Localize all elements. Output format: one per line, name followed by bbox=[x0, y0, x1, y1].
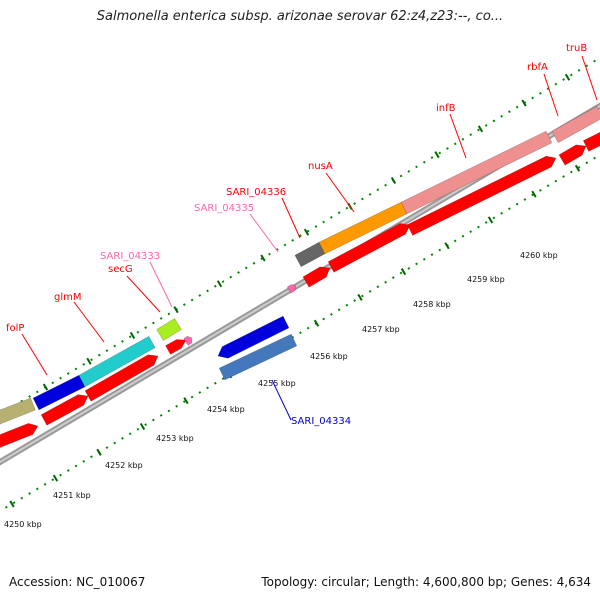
cds-arrow[interactable] bbox=[84, 354, 159, 402]
gene-label-sari-04334[interactable]: SARI_04334 bbox=[291, 416, 351, 427]
gene-label-glmm[interactable]: glmM bbox=[54, 292, 82, 303]
tick-mark bbox=[9, 500, 15, 508]
kbp-label: 4259 kbp bbox=[467, 275, 505, 284]
label-leader-line bbox=[581, 55, 598, 101]
label-leader-line bbox=[271, 379, 292, 421]
tick-mark bbox=[400, 268, 407, 276]
kbp-label: 4260 kbp bbox=[520, 251, 558, 260]
tick-mark bbox=[173, 306, 179, 314]
tick-mark bbox=[477, 125, 484, 133]
kbp-label: 4258 kbp bbox=[413, 300, 451, 309]
tick-mark bbox=[574, 164, 581, 172]
tick-mark bbox=[260, 254, 266, 262]
label-leader-line bbox=[249, 213, 279, 253]
kbp-label: 4253 kbp bbox=[156, 434, 194, 443]
tick-mark bbox=[444, 242, 450, 250]
reverse-cog-bar[interactable] bbox=[218, 333, 298, 381]
gene-label-sari-04333[interactable]: SARI_04333 bbox=[100, 251, 160, 262]
cds-arrow[interactable] bbox=[165, 339, 187, 355]
gene-label-nusa[interactable]: nusA bbox=[308, 161, 333, 172]
kbp-label: 4257 kbp bbox=[362, 325, 400, 334]
cog-bar[interactable] bbox=[551, 105, 600, 144]
label-leader-line bbox=[325, 172, 355, 213]
tick-mark bbox=[303, 228, 310, 236]
lower-dotted-scale bbox=[0, 153, 600, 513]
label-leader-line bbox=[449, 113, 467, 159]
tick-mark bbox=[390, 176, 397, 185]
label-leader-line bbox=[543, 73, 559, 117]
tick-mark bbox=[531, 190, 537, 198]
kbp-label: 4250 kbp bbox=[4, 520, 42, 529]
gene-labels: folP glmM secG SARI_04333 SARI_04335 SARI_043… bbox=[6, 43, 587, 427]
upper-dotted-scale bbox=[0, 56, 600, 416]
gene-label-infb[interactable]: infB bbox=[436, 103, 456, 114]
features bbox=[0, 105, 600, 450]
cog-bar[interactable] bbox=[156, 318, 182, 341]
cog-bar[interactable] bbox=[400, 130, 553, 215]
label-leader-line bbox=[281, 197, 301, 239]
tick-mark bbox=[96, 448, 102, 456]
tick-mark bbox=[129, 331, 136, 339]
cds-arrow[interactable] bbox=[582, 131, 600, 152]
tick-mark bbox=[434, 151, 440, 159]
kbp-label: 4252 kbp bbox=[105, 461, 143, 470]
gene-label-secg[interactable]: secG bbox=[108, 264, 133, 275]
cds-arrow[interactable] bbox=[40, 394, 89, 426]
gene-label-rbfa[interactable]: rbfA bbox=[527, 62, 548, 73]
pink-arrow[interactable] bbox=[286, 284, 297, 294]
map-title: Salmonella enterica subsp. arizonae sero… bbox=[96, 9, 504, 24]
cds-arrow[interactable] bbox=[406, 155, 557, 236]
tick-mark bbox=[139, 422, 146, 431]
tick-mark bbox=[357, 293, 363, 301]
kbp-label: 4251 kbp bbox=[53, 491, 91, 500]
tick-mark bbox=[86, 357, 92, 365]
label-leader-line bbox=[149, 261, 173, 308]
tick-mark bbox=[564, 73, 571, 81]
label-leader-line bbox=[21, 333, 48, 376]
cds-arrow[interactable] bbox=[0, 423, 39, 450]
tick-mark bbox=[183, 397, 189, 405]
tick-mark bbox=[487, 216, 494, 224]
tick-mark bbox=[52, 474, 59, 482]
tick-mark bbox=[42, 383, 49, 391]
accession-text: Accession: NC_010067 bbox=[9, 575, 146, 589]
cog-bar[interactable] bbox=[294, 241, 326, 268]
gene-label-sari-04335[interactable]: SARI_04335 bbox=[194, 203, 254, 214]
cog-bar[interactable] bbox=[0, 397, 36, 427]
cog-bar[interactable] bbox=[78, 335, 156, 388]
pink-arrow[interactable] bbox=[183, 335, 193, 346]
gene-label-trub[interactable]: truB bbox=[566, 43, 587, 54]
tick-mark bbox=[313, 319, 320, 327]
kbp-labels: 4250 kbp 4251 kbp 4252 kbp 4253 kbp 4254 kbp… bbox=[4, 251, 558, 529]
cds-arrow[interactable] bbox=[327, 223, 411, 273]
gene-label-sari-04336[interactable]: SARI_04336 bbox=[226, 187, 286, 198]
label-leader-line bbox=[126, 275, 161, 313]
reverse-cog-bar[interactable] bbox=[217, 315, 290, 359]
gene-label-folp[interactable]: folP bbox=[6, 323, 24, 334]
kbp-label: 4256 kbp bbox=[310, 352, 348, 361]
kbp-label: 4255 kbp bbox=[258, 379, 296, 388]
kbp-label: 4254 kbp bbox=[207, 405, 245, 414]
tick-mark bbox=[216, 280, 223, 288]
topology-info: Topology: circular; Length: 4,600,800 bp… bbox=[261, 575, 591, 589]
cds-arrow[interactable] bbox=[558, 144, 587, 166]
label-leaders bbox=[21, 55, 598, 421]
label-leader-line bbox=[73, 301, 105, 343]
cds-arrow[interactable] bbox=[302, 266, 331, 288]
tick-mark bbox=[521, 99, 527, 107]
